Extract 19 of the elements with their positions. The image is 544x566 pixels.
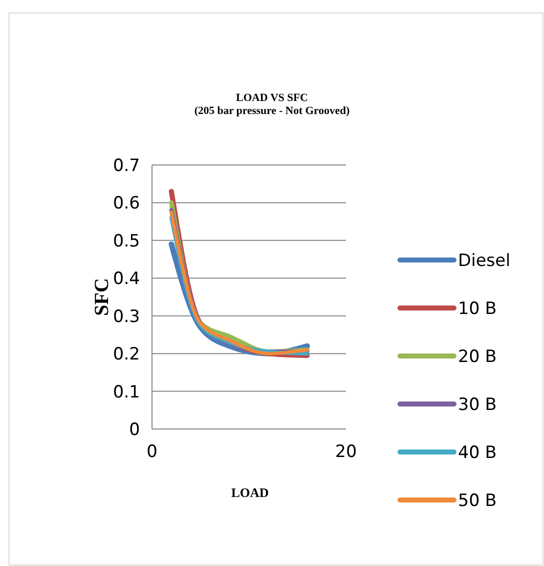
x-axis-title: LOAD	[231, 485, 269, 500]
legend-label: 40 B	[458, 443, 497, 463]
legend-label: 20 B	[458, 347, 497, 367]
y-tick-label: 0.4	[112, 269, 140, 290]
legend-label: 50 B	[458, 491, 497, 511]
y-tick-label: 0.7	[112, 156, 140, 176]
y-tick-label: 0.1	[112, 382, 140, 402]
y-tick-label: 0.2	[112, 344, 140, 365]
legend-label: 10 B	[458, 299, 497, 319]
y-axis-title: SFC	[91, 278, 113, 316]
y-tick-label: 0.5	[112, 231, 140, 252]
legend-label: 30 B	[458, 395, 497, 415]
x-tick-label: 20	[335, 442, 357, 462]
y-tick-label: 0	[129, 420, 140, 440]
legend-label: Diesel	[458, 251, 510, 271]
y-tick-label: 0.3	[112, 306, 140, 327]
chart-title: LOAD VS SFC	[236, 92, 308, 104]
chart-subtitle: (205 bar pressure - Not Grooved)	[194, 105, 350, 117]
y-tick-label: 0.6	[112, 194, 140, 214]
